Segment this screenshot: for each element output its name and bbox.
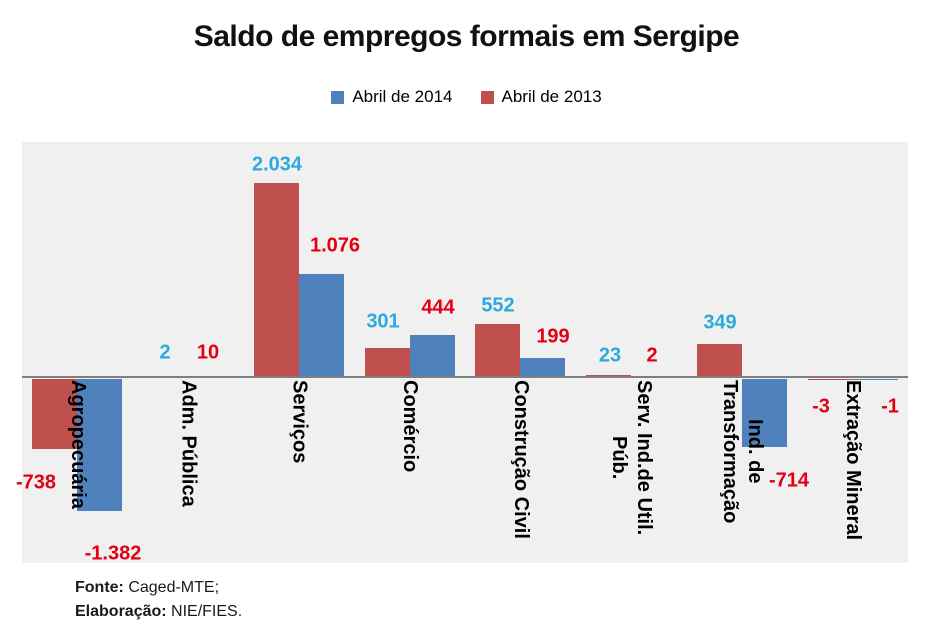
plot-area: -738 2 2.034 301 552 23 349 -3 -1.382 10 1.076 444 1… [16,142,908,565]
bar-abril-2014-servicos [298,274,344,377]
bar-abril-2013-agropecuaria [32,379,78,450]
value-label-abril-2014-ind-transformacao: -714 [768,469,810,492]
zero-axis-line [22,376,908,378]
chart-title: Saldo de empregos formais em Sergipe [193,20,740,53]
bar-abril-2013-ind-transformacao [696,343,742,377]
source-line: Fonte: Caged-MTE; [75,576,242,600]
value-label-abril-2014-extracao-mineral: -1 [881,395,899,418]
value-label-abril-2013-extracao-mineral: -3 [812,395,830,418]
legend-item-abril-2013: Abril de 2013 [480,87,602,107]
bar-abril-2013-serv-ind-util-pub [586,374,632,377]
category-label-comercio: Comércio [399,380,422,473]
bar-abril-2014-comercio [409,334,455,377]
value-label-abril-2014-comercio: 444 [421,296,455,319]
value-label-abril-2013-agropecuaria: -738 [15,471,57,494]
bar-abril-2014-extracao-mineral [852,379,898,380]
legend-swatch-2014 [331,90,345,104]
value-label-abril-2014-construcao-civil: 199 [536,325,570,348]
value-label-abril-2014-agropecuaria: -1.382 [84,542,142,565]
value-label-abril-2013-servicos: 2.034 [251,153,303,176]
bar-abril-2013-extracao-mineral [807,379,853,380]
chart-legend: Abril de 2014 Abril de 2013 [0,86,933,108]
elaboration-value: NIE/FIES. [166,603,243,620]
source-note: Fonte: Caged-MTE; Elaboração: NIE/FIES. [75,576,242,624]
value-label-abril-2014-adm-publica: 10 [196,341,220,364]
value-label-abril-2014-servicos: 1.076 [309,234,361,257]
category-label-ind-transformacao: Ind. de Transformação [718,380,766,524]
value-label-abril-2013-comercio: 301 [366,310,400,333]
category-label-extracao-mineral: Extração Mineral [842,380,865,541]
source-value: Caged-MTE; [123,579,220,596]
value-label-abril-2013-adm-publica: 2 [159,341,171,364]
legend-swatch-2013 [480,90,494,104]
value-label-abril-2013-serv-ind-util-pub: 23 [598,344,622,367]
bar-abril-2013-construcao-civil [475,324,521,377]
legend-item-abril-2014: Abril de 2014 [331,87,453,107]
category-label-agropecuaria: Agropecuária [66,380,89,509]
elaboration-line: Elaboração: NIE/FIES. [75,600,242,624]
bar-abril-2014-agropecuaria [77,379,123,511]
source-label: Fonte: [75,579,124,596]
bar-abril-2014-ind-transformacao [741,379,787,448]
category-label-adm-publica: Adm. Pública [177,380,200,507]
bar-abril-2013-servicos [253,182,299,377]
legend-label-2013: Abril de 2013 [501,87,602,106]
value-label-abril-2013-ind-transformacao: 349 [703,311,737,334]
value-label-abril-2014-serv-ind-util-pub: 2 [646,344,658,367]
category-label-servicos: Serviços [288,380,311,464]
bar-abril-2014-construcao-civil [520,358,566,377]
category-label-construcao-civil: Construção Civil [509,380,532,539]
legend-label-2014: Abril de 2014 [352,87,453,106]
category-label-serv-ind-util-pub: Serv. Ind.de Util. Púb. [608,380,656,536]
bar-abril-2013-comercio [364,348,410,377]
elaboration-label: Elaboração: [75,603,167,620]
value-label-abril-2013-construcao-civil: 552 [481,294,515,317]
